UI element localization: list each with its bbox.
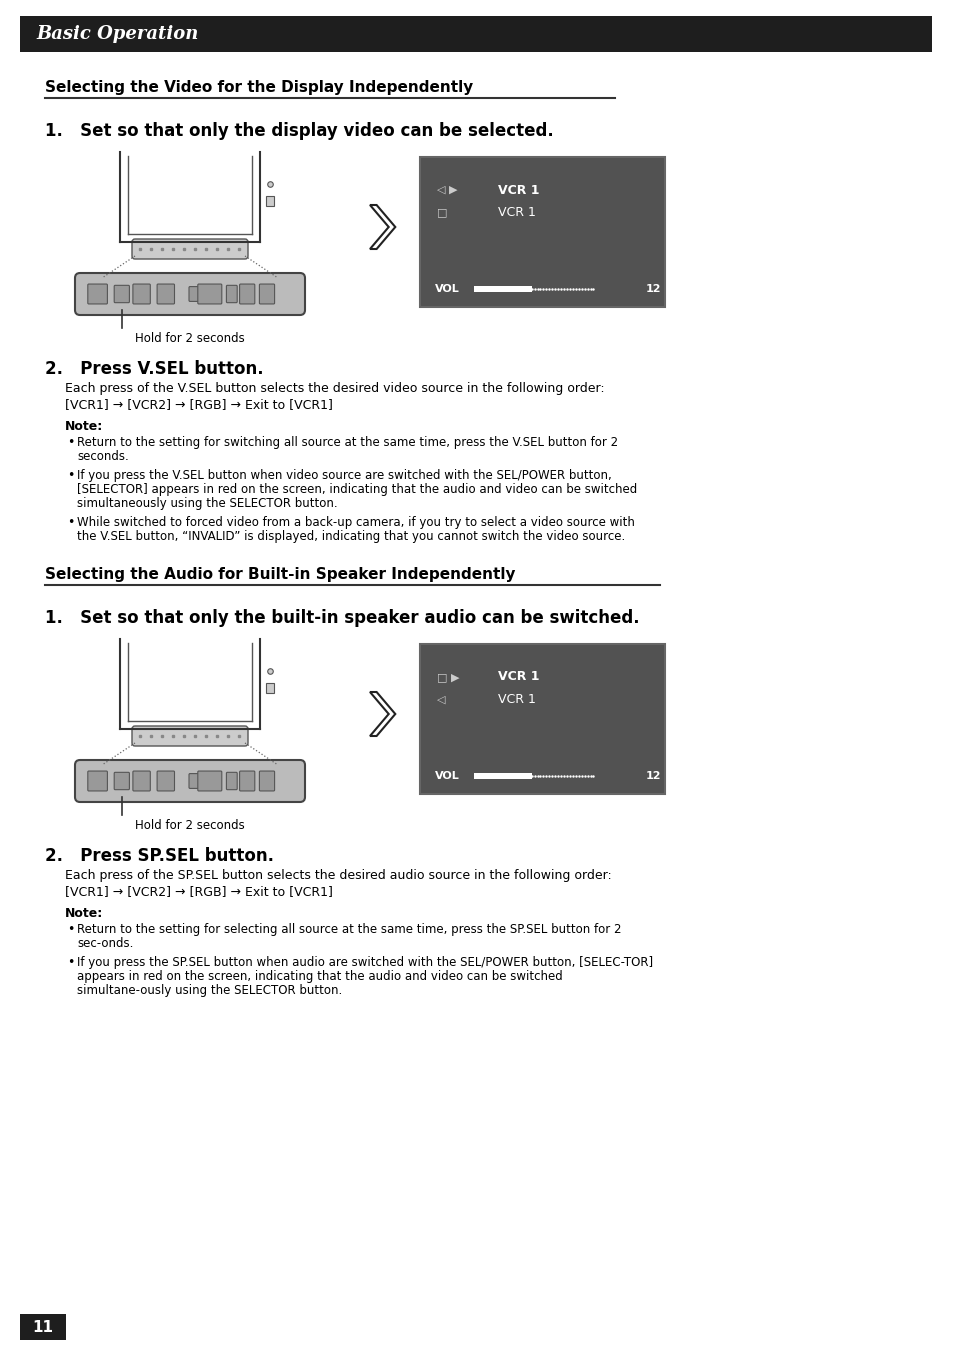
Text: □: □ bbox=[436, 207, 447, 218]
Text: Each press of the V.SEL button selects the desired video source in the following: Each press of the V.SEL button selects t… bbox=[65, 382, 604, 396]
FancyBboxPatch shape bbox=[157, 771, 174, 791]
Text: Hold for 2 seconds: Hold for 2 seconds bbox=[135, 332, 245, 346]
Text: [VCR1] → [VCR2] → [RGB] → Exit to [VCR1]: [VCR1] → [VCR2] → [RGB] → Exit to [VCR1] bbox=[65, 885, 333, 898]
FancyBboxPatch shape bbox=[132, 771, 151, 791]
FancyBboxPatch shape bbox=[239, 285, 254, 304]
Polygon shape bbox=[370, 692, 395, 736]
FancyBboxPatch shape bbox=[189, 774, 199, 789]
Text: ◁: ◁ bbox=[436, 695, 445, 705]
Text: Each press of the SP.SEL button selects the desired audio source in the followin: Each press of the SP.SEL button selects … bbox=[65, 869, 611, 882]
FancyBboxPatch shape bbox=[114, 286, 130, 302]
Text: •: • bbox=[67, 957, 74, 969]
FancyBboxPatch shape bbox=[132, 285, 151, 304]
Polygon shape bbox=[370, 205, 395, 249]
Text: •: • bbox=[67, 469, 74, 482]
Bar bbox=[20, 1314, 66, 1340]
Text: Basic Operation: Basic Operation bbox=[36, 24, 198, 43]
Text: 12: 12 bbox=[645, 771, 660, 780]
FancyBboxPatch shape bbox=[197, 771, 221, 791]
FancyBboxPatch shape bbox=[88, 771, 108, 791]
Text: 1.   Set so that only the built-in speaker audio can be switched.: 1. Set so that only the built-in speaker… bbox=[45, 608, 639, 627]
Bar bbox=[474, 772, 531, 779]
Text: VCR 1: VCR 1 bbox=[497, 671, 539, 683]
FancyBboxPatch shape bbox=[114, 772, 130, 790]
Text: •: • bbox=[67, 516, 74, 528]
Text: 11: 11 bbox=[32, 1320, 53, 1335]
Text: ◁ ▶: ◁ ▶ bbox=[436, 186, 457, 195]
Text: •: • bbox=[67, 923, 74, 936]
Text: [VCR1] → [VCR2] → [RGB] → Exit to [VCR1]: [VCR1] → [VCR2] → [RGB] → Exit to [VCR1] bbox=[65, 398, 333, 411]
FancyBboxPatch shape bbox=[157, 285, 174, 304]
FancyBboxPatch shape bbox=[75, 760, 305, 802]
FancyBboxPatch shape bbox=[132, 726, 248, 747]
FancyBboxPatch shape bbox=[239, 771, 254, 791]
Text: VCR 1: VCR 1 bbox=[497, 206, 536, 220]
FancyBboxPatch shape bbox=[88, 285, 108, 304]
Text: 12: 12 bbox=[645, 285, 660, 294]
Text: Note:: Note: bbox=[65, 906, 103, 920]
Text: Return to the setting for switching all source at the same time, press the V.SEL: Return to the setting for switching all … bbox=[77, 436, 618, 449]
FancyBboxPatch shape bbox=[132, 238, 248, 259]
Bar bbox=[266, 683, 274, 692]
Text: If you press the SP.SEL button when audio are switched with the SEL/POWER button: If you press the SP.SEL button when audi… bbox=[77, 957, 653, 969]
Text: sec-onds.: sec-onds. bbox=[77, 938, 133, 950]
Text: simultaneously using the SELECTOR button.: simultaneously using the SELECTOR button… bbox=[77, 497, 337, 509]
Text: Return to the setting for selecting all source at the same time, press the SP.SE: Return to the setting for selecting all … bbox=[77, 923, 620, 936]
Bar bbox=[20, 16, 931, 51]
FancyBboxPatch shape bbox=[226, 286, 237, 302]
Text: VCR 1: VCR 1 bbox=[497, 692, 536, 706]
FancyBboxPatch shape bbox=[259, 285, 274, 304]
FancyBboxPatch shape bbox=[197, 285, 221, 304]
Text: VOL: VOL bbox=[435, 285, 459, 294]
Text: While switched to forced video from a back-up camera, if you try to select a vid: While switched to forced video from a ba… bbox=[77, 516, 634, 528]
Text: Selecting the Audio for Built-in Speaker Independently: Selecting the Audio for Built-in Speaker… bbox=[45, 566, 515, 583]
Bar bbox=[266, 196, 274, 206]
Text: seconds.: seconds. bbox=[77, 450, 129, 463]
Text: □ ▶: □ ▶ bbox=[436, 672, 459, 682]
Text: Note:: Note: bbox=[65, 420, 103, 434]
Text: •: • bbox=[67, 436, 74, 449]
Bar bbox=[474, 286, 531, 291]
FancyBboxPatch shape bbox=[259, 771, 274, 791]
Text: VCR 1: VCR 1 bbox=[497, 183, 539, 196]
Text: 1.   Set so that only the display video can be selected.: 1. Set so that only the display video ca… bbox=[45, 122, 553, 140]
Bar bbox=[419, 157, 664, 308]
Text: VOL: VOL bbox=[435, 771, 459, 780]
FancyBboxPatch shape bbox=[226, 772, 237, 790]
Text: Selecting the Video for the Display Independently: Selecting the Video for the Display Inde… bbox=[45, 80, 473, 95]
Text: If you press the V.SEL button when video source are switched with the SEL/POWER : If you press the V.SEL button when video… bbox=[77, 469, 611, 482]
Bar bbox=[419, 644, 664, 794]
Text: 2.   Press SP.SEL button.: 2. Press SP.SEL button. bbox=[45, 847, 274, 864]
FancyBboxPatch shape bbox=[189, 287, 199, 301]
Text: Hold for 2 seconds: Hold for 2 seconds bbox=[135, 818, 245, 832]
Text: appears in red on the screen, indicating that the audio and video can be switche: appears in red on the screen, indicating… bbox=[77, 970, 562, 982]
FancyBboxPatch shape bbox=[75, 272, 305, 314]
Text: 2.   Press V.SEL button.: 2. Press V.SEL button. bbox=[45, 360, 263, 378]
Text: the V.SEL button, “INVALID” is displayed, indicating that you cannot switch the : the V.SEL button, “INVALID” is displayed… bbox=[77, 530, 624, 543]
Text: simultane-ously using the SELECTOR button.: simultane-ously using the SELECTOR butto… bbox=[77, 984, 342, 997]
Text: [SELECTOR] appears in red on the screen, indicating that the audio and video can: [SELECTOR] appears in red on the screen,… bbox=[77, 482, 637, 496]
